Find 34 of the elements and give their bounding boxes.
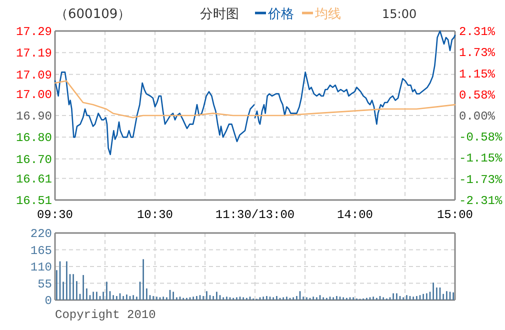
y-tick-label: 165: [30, 244, 52, 258]
text: -2.31%: [459, 194, 502, 208]
chart-subtitle: 分时图: [200, 7, 239, 22]
y-tick-label: 220: [30, 227, 52, 241]
chart-title: （600109）: [55, 7, 131, 22]
y-tick-label: 16.70: [16, 152, 52, 167]
text: 2.31%: [459, 25, 496, 39]
text: Copyright 2010: [55, 308, 156, 322]
x-tick-label: 09:30: [36, 208, 74, 222]
text: 15:00: [382, 7, 417, 21]
y-tick-label: 55: [38, 277, 52, 292]
x-tick-label: 11:30/13:00: [215, 208, 295, 222]
y-tick-label: 110: [30, 260, 52, 274]
y-tick-label: 16.51: [16, 194, 52, 208]
legend-label: 均线: [314, 7, 341, 22]
x-tick-label: 10:30: [136, 208, 174, 222]
legend-label: 价格: [267, 7, 294, 22]
y-tick-label: 17.19: [16, 46, 52, 61]
x-tick-label: 15:00: [436, 208, 474, 222]
y-tick-label: 0: [44, 294, 52, 308]
text: 1.15%: [459, 67, 496, 82]
y-tick-label: 16.80: [16, 131, 52, 146]
text: 0.58%: [459, 88, 496, 102]
y-tick-label: 16.61: [16, 172, 52, 186]
y-tick-label: 16.90: [16, 110, 52, 124]
text: 0.00%: [459, 110, 496, 124]
x-tick-label: 14:00: [336, 208, 374, 222]
text: 1.73%: [459, 46, 496, 60]
y-tick-label: 17.29: [16, 25, 52, 39]
text: -1.73%: [459, 172, 502, 187]
y-tick-label: 17.00: [16, 88, 52, 102]
text: -1.15%: [459, 152, 502, 166]
y-tick-label: 17.09: [16, 68, 52, 82]
text: -0.58%: [459, 130, 502, 145]
